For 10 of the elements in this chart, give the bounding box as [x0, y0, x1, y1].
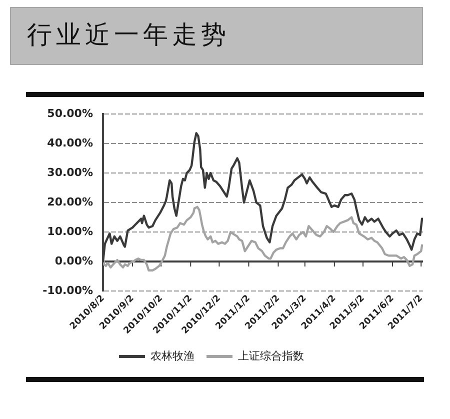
chart-title: 行业近一年走势 — [27, 21, 230, 51]
legend-label: 农林牧渔 — [150, 349, 194, 362]
y-tick-label: 0.00% — [54, 254, 93, 268]
y-tick-label: 10.00% — [47, 224, 93, 238]
legend-label: 上证综合指数 — [238, 349, 304, 362]
y-tick-label: 20.00% — [47, 195, 93, 208]
y-tick-label: -10.00% — [42, 284, 93, 297]
y-tick-label: 40.00% — [47, 136, 93, 150]
y-tick-label: 50.00% — [47, 106, 93, 120]
y-tick-label: 30.00% — [47, 166, 93, 179]
